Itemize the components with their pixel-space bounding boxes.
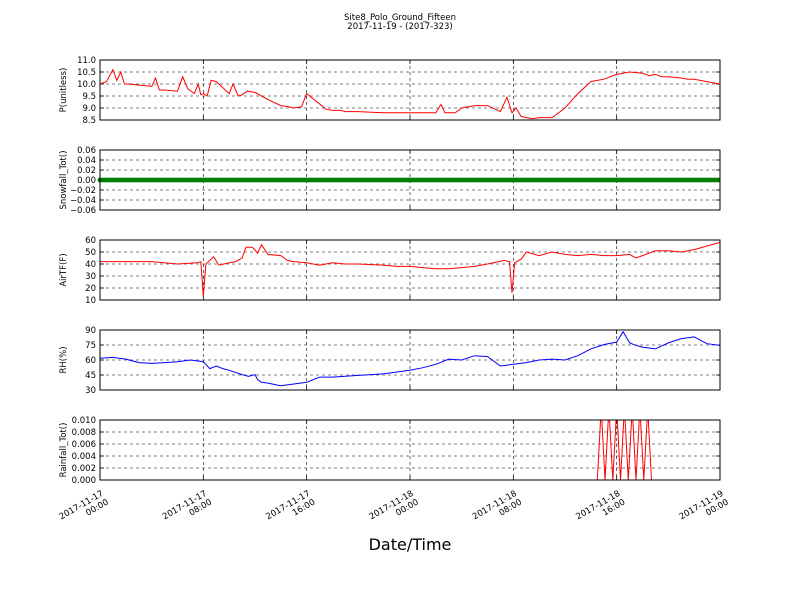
y-tick-label: 10 [85, 296, 96, 306]
y-tick-label: 0.02 [77, 166, 96, 176]
y-tick-label: 10.5 [77, 68, 96, 78]
panel-frame [99, 239, 721, 301]
panel-4: 0.000 0.002 0.004 0.006 0.008 0.010Rainfall_T… [59, 416, 721, 486]
chart-subtitle: 2017-11-19 - (2017-323) [347, 22, 452, 32]
series-line [100, 241, 720, 297]
panel-0: 8.5 9.0 9.5 10.0 10.5 11.0 P(unitless) [59, 56, 721, 126]
y-tick-label: 0.00 [77, 176, 96, 186]
panels-group: 8.59.09.510.010.511.0P(unitless)−0.06−0.… [59, 56, 721, 486]
y-tick-label: 75 [85, 341, 96, 351]
y-axis-label: Snowfall_Tot() [59, 150, 69, 209]
y-tick-label: 90 [85, 326, 96, 336]
series-line [100, 68, 720, 120]
y-tick-label: 30 [85, 272, 96, 282]
y-axis-label: P(unitless) [59, 68, 69, 113]
y-tick-label: 0.002 [72, 464, 96, 474]
panel-frame [99, 329, 721, 391]
y-tick-label: 10.0 [77, 80, 96, 90]
y-tick-label: 0.000 [72, 476, 96, 486]
y-tick-label: 9.0 [82, 104, 96, 114]
y-tick-label: 20 [85, 284, 96, 294]
y-axis-label: AirTF(F) [59, 253, 69, 286]
y-tick-label: 0.006 [72, 440, 96, 450]
series-marker [715, 177, 721, 183]
panel-3: 30 45 60 75 90 RH(%) [59, 326, 721, 396]
y-tick-label: 30 [85, 386, 96, 396]
y-tick-label: 0.010 [72, 416, 96, 426]
y-tick-label: 60 [85, 236, 96, 246]
y-tick-label: 11.0 [77, 56, 96, 66]
y-tick-label: 0.06 [77, 146, 96, 156]
y-tick-label: 45 [85, 371, 96, 381]
y-tick-label: −0.02 [70, 186, 96, 196]
y-tick-label: 50 [85, 248, 96, 258]
series-line [100, 330, 720, 387]
y-axis-label: Rainfall_Tot() [59, 423, 69, 478]
y-tick-label: 0.004 [72, 452, 96, 462]
y-tick-label: 9.5 [82, 92, 96, 102]
y-tick-label: 8.5 [82, 116, 96, 126]
panel-frame [99, 59, 721, 121]
y-tick-label: 0.04 [77, 156, 96, 166]
panel-frame [99, 419, 721, 481]
y-tick-label: −0.04 [70, 196, 96, 206]
panel-frame [99, 149, 721, 211]
y-tick-label: 40 [85, 260, 96, 270]
panel-1: −0.06−0.04−0.020.000.020.040.06 Snowfall_… [59, 146, 721, 216]
y-tick-label: 0.008 [72, 428, 96, 438]
panel-2: 10 20 30 40 50 60 AirTF(F) [59, 236, 721, 306]
y-tick-label: −0.06 [70, 206, 96, 216]
y-tick-label: 60 [85, 356, 96, 366]
series-line [100, 420, 720, 480]
x-axis-label: Date/Time [369, 535, 452, 554]
y-axis-label: RH(%) [59, 346, 69, 373]
chart-title: Site8_Polo_Ground_Fifteen [344, 13, 456, 23]
